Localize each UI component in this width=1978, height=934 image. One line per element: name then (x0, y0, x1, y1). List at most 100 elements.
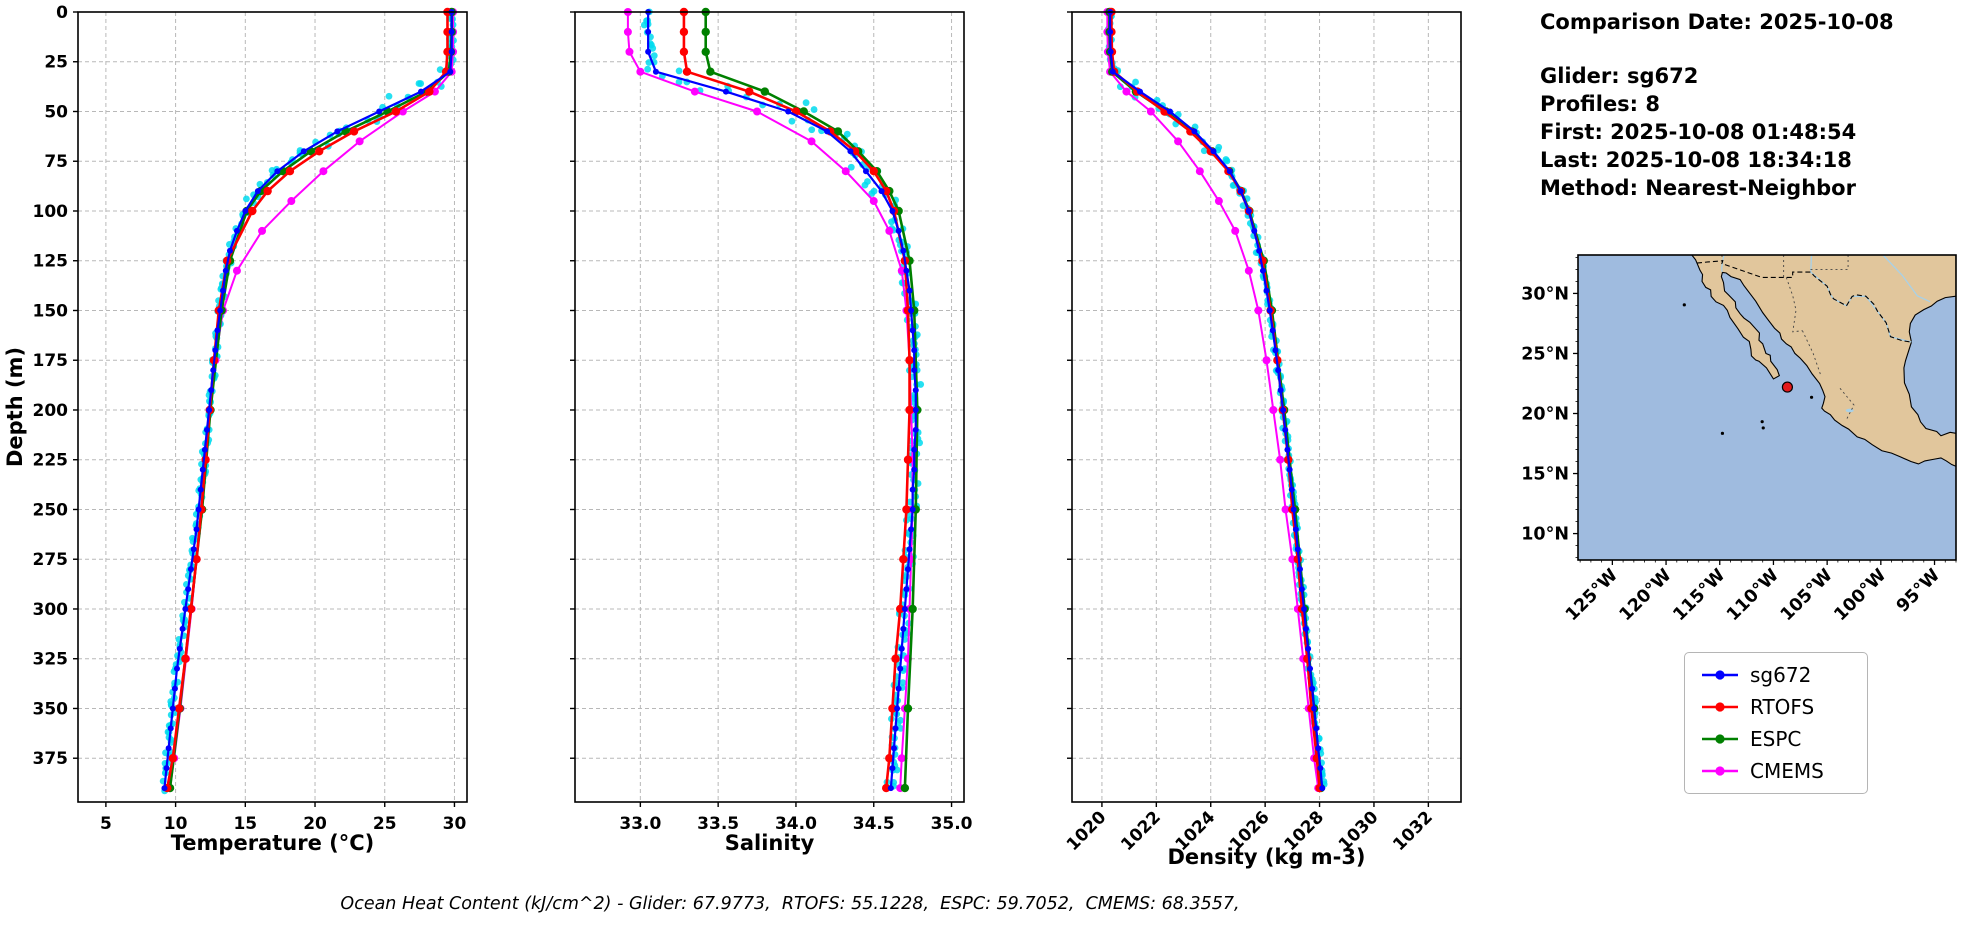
ohc-caption: Ocean Heat Content (kJ/cm^2) - Glider: 6… (340, 894, 1240, 914)
svg-text:5: 5 (100, 814, 112, 834)
series-CMEMS (623, 8, 917, 793)
svg-text:1020: 1020 (1063, 807, 1111, 855)
island (1761, 426, 1765, 430)
axes: 1020 1022 1024 1026 1028 1030 1032 (1063, 11, 1437, 855)
legend: sg672 RTOFS ESPC CMEMS (1684, 652, 1868, 794)
svg-text:375: 375 (33, 749, 69, 769)
svg-text:275: 275 (33, 550, 69, 570)
svg-text:100: 100 (33, 202, 69, 222)
svg-text:75: 75 (44, 152, 68, 172)
svg-text:120°W: 120°W (1616, 565, 1676, 625)
glider-label: Glider: sg672 (1540, 64, 1699, 88)
x-axis-label: Salinity (725, 831, 815, 855)
series-CMEMS (1103, 8, 1323, 793)
series-RTOFS (1107, 7, 1324, 793)
svg-text:100°W: 100°W (1831, 565, 1891, 625)
series-ESPC (701, 7, 922, 793)
legend-line-sample (1702, 702, 1738, 712)
svg-text:105°W: 105°W (1777, 565, 1837, 625)
svg-text:175: 175 (33, 351, 69, 371)
legend-label: CMEMS (1750, 759, 1824, 783)
svg-text:20: 20 (303, 814, 327, 834)
island (1809, 395, 1814, 399)
series-sg672 (645, 9, 919, 792)
svg-text:125°W: 125°W (1562, 565, 1622, 625)
svg-text:150: 150 (33, 301, 69, 321)
land-mexico (1691, 255, 1956, 467)
svg-text:300: 300 (33, 600, 69, 620)
svg-text:33.0: 33.0 (619, 814, 661, 834)
state-border (1839, 387, 1855, 420)
river (1882, 255, 1931, 303)
series-ESPC (1105, 7, 1326, 793)
svg-text:325: 325 (33, 650, 69, 670)
state-border (1721, 255, 1724, 261)
svg-text:30: 30 (443, 814, 467, 834)
temperature-plot: 5 10 15 20 25 3002550751001251501752002252502… (3, 3, 468, 855)
salinity-plot: 33.0 33.5 34.0 34.5 35.0 Salinity (570, 7, 973, 855)
profiles-count: Profiles: 8 (1540, 92, 1661, 116)
legend-item-CMEMS: CMEMS (1701, 759, 1851, 783)
svg-text:1022: 1022 (1117, 807, 1165, 855)
state-border (1802, 330, 1822, 376)
island (1682, 303, 1686, 307)
y-axis-label: Depth (m) (3, 347, 27, 467)
temperature-profile-chart: 5 10 15 20 25 30 0 25 50 75 100 125 150 175 200 225 250 2… (0, 0, 497, 879)
location-map: 125°W 120°W 115°W 110°W 105°W 100°W 95°W 10°N 15… (1490, 238, 1978, 654)
svg-text:115°W: 115°W (1669, 565, 1729, 625)
glider-raw-scatter (159, 14, 457, 795)
legend-line-sample (1702, 670, 1738, 680)
svg-text:34.5: 34.5 (853, 814, 895, 834)
river (1810, 255, 1912, 343)
legend-item-ESPC: ESPC (1701, 727, 1851, 751)
island (1720, 431, 1725, 435)
map-features (1682, 255, 1956, 467)
comparison-method: Method: Nearest-Neighbor (1540, 176, 1856, 200)
axes: 5 10 15 20 25 3002550751001251501752002252502… (33, 3, 467, 834)
svg-text:15°N: 15°N (1521, 465, 1569, 485)
x-axis-label: Temperature (°C) (171, 831, 374, 855)
svg-text:1032: 1032 (1389, 807, 1437, 855)
svg-text:200: 200 (33, 401, 69, 421)
svg-text:95°W: 95°W (1893, 565, 1944, 616)
svg-text:50: 50 (44, 102, 68, 122)
series-sg672 (1107, 9, 1326, 792)
svg-text:25: 25 (373, 814, 397, 834)
svg-text:250: 250 (33, 500, 69, 520)
svg-text:350: 350 (33, 699, 69, 719)
country-border (1696, 260, 1912, 343)
svg-text:225: 225 (33, 451, 69, 471)
svg-text:0: 0 (56, 3, 68, 23)
series-sg672 (161, 9, 455, 792)
legend-label: RTOFS (1750, 695, 1815, 719)
first-profile-time: First: 2025-10-08 01:48:54 (1540, 120, 1857, 144)
legend-item-sg672: sg672 (1701, 663, 1851, 687)
axes: 33.0 33.5 34.0 34.5 35.0 (570, 11, 973, 834)
legend-line-sample (1702, 734, 1738, 744)
svg-text:10°N: 10°N (1521, 525, 1569, 545)
glider-raw-scatter (1105, 12, 1328, 788)
series-RTOFS (679, 7, 914, 793)
svg-text:35.0: 35.0 (931, 814, 973, 834)
legend-item-RTOFS: RTOFS (1701, 695, 1851, 719)
info-spacer (1540, 36, 1894, 62)
legend-label: sg672 (1750, 663, 1812, 687)
legend-label: ESPC (1750, 727, 1802, 751)
svg-text:25°N: 25°N (1521, 344, 1569, 364)
comparison-date: Comparison Date: 2025-10-08 (1540, 10, 1894, 34)
svg-text:33.5: 33.5 (697, 814, 739, 834)
svg-text:15: 15 (233, 814, 257, 834)
density-profile-chart: 1020 1022 1024 1026 1028 1030 1032 Density (kg … (994, 0, 1491, 879)
svg-text:10: 10 (164, 814, 188, 834)
grid (78, 11, 467, 802)
salinity-profile-chart: 33.0 33.5 34.0 34.5 35.0 Salinity (497, 0, 994, 879)
svg-text:20°N: 20°N (1521, 405, 1569, 425)
last-profile-time: Last: 2025-10-08 18:34:18 (1540, 148, 1852, 172)
glider-position-marker (1781, 381, 1794, 393)
svg-text:25: 25 (44, 53, 68, 73)
svg-text:125: 125 (33, 252, 69, 272)
legend-line-sample (1702, 766, 1738, 776)
